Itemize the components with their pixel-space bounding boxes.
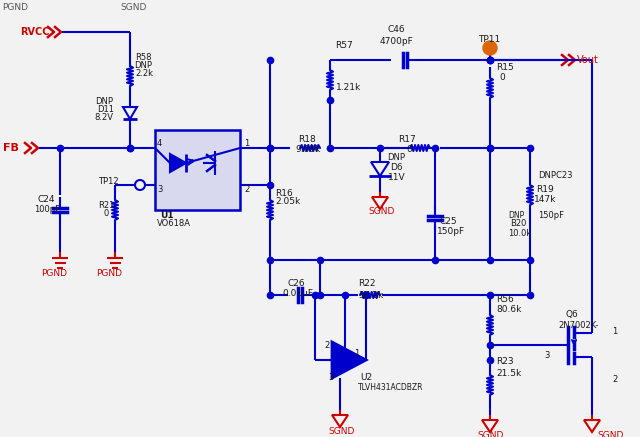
Text: U1: U1 — [160, 211, 173, 219]
Text: C24: C24 — [38, 195, 56, 205]
Text: C26: C26 — [288, 280, 306, 288]
Text: 1: 1 — [354, 350, 359, 358]
Text: C25: C25 — [440, 218, 458, 226]
Text: TLVH431ACDBZR: TLVH431ACDBZR — [358, 382, 424, 392]
Polygon shape — [170, 154, 186, 172]
Text: 2N7002K-: 2N7002K- — [558, 320, 598, 329]
Text: DNP: DNP — [387, 153, 405, 163]
Text: 2: 2 — [612, 375, 617, 385]
Text: R56: R56 — [496, 295, 514, 305]
Text: 80.6k: 80.6k — [496, 305, 522, 315]
Text: 0: 0 — [104, 208, 109, 218]
Text: 100pF: 100pF — [34, 205, 60, 214]
Text: R18: R18 — [298, 135, 316, 145]
Text: DNP: DNP — [134, 62, 152, 70]
Text: R15: R15 — [496, 63, 514, 73]
Text: 3: 3 — [544, 350, 549, 360]
Text: SGND: SGND — [597, 430, 623, 437]
Text: 0: 0 — [499, 73, 505, 81]
Text: 147k: 147k — [534, 195, 556, 205]
Text: SGND: SGND — [120, 3, 147, 13]
Text: TP12: TP12 — [98, 177, 118, 185]
Text: SGND: SGND — [477, 430, 504, 437]
Text: 4: 4 — [157, 139, 163, 148]
Text: R21: R21 — [98, 201, 115, 209]
Text: RVCC: RVCC — [20, 27, 49, 37]
Text: 33.2k: 33.2k — [358, 291, 383, 299]
Text: TP11: TP11 — [478, 35, 500, 45]
Text: 1: 1 — [612, 327, 617, 336]
Text: DNP: DNP — [508, 211, 524, 219]
Text: SGND: SGND — [328, 427, 355, 437]
Text: PGND: PGND — [2, 3, 28, 13]
Text: R16: R16 — [275, 188, 292, 198]
Bar — [155, 130, 240, 210]
Text: DNPC23: DNPC23 — [538, 170, 573, 180]
Text: 2.2k: 2.2k — [135, 69, 153, 79]
Text: 2: 2 — [244, 185, 249, 194]
Text: 0.01uF: 0.01uF — [282, 289, 313, 298]
Text: 11V: 11V — [388, 173, 406, 181]
Text: D6: D6 — [390, 163, 403, 171]
Text: Q6: Q6 — [565, 311, 578, 319]
Text: 2.05k: 2.05k — [275, 198, 300, 207]
Text: 2: 2 — [324, 341, 329, 350]
Text: C46: C46 — [388, 25, 406, 35]
Text: 3: 3 — [328, 374, 333, 382]
Text: R23: R23 — [496, 357, 514, 367]
Text: 3: 3 — [157, 185, 163, 194]
Text: 21.5k: 21.5k — [496, 368, 521, 378]
Text: Vout: Vout — [577, 55, 599, 65]
Text: U2: U2 — [360, 374, 372, 382]
Text: FB: FB — [3, 143, 19, 153]
Text: 1: 1 — [244, 139, 249, 148]
Text: 4700pF: 4700pF — [380, 38, 413, 46]
Text: R22: R22 — [358, 280, 376, 288]
Text: 150pF: 150pF — [538, 211, 564, 219]
Text: R19: R19 — [536, 185, 554, 194]
Text: 8.2V: 8.2V — [94, 114, 113, 122]
Text: 150pF: 150pF — [437, 228, 465, 236]
Text: R58: R58 — [135, 53, 152, 62]
Text: 9.09k: 9.09k — [295, 146, 321, 155]
Text: VO618A: VO618A — [157, 218, 191, 228]
Polygon shape — [332, 342, 366, 378]
Text: R17: R17 — [398, 135, 416, 145]
Text: 0: 0 — [406, 146, 412, 155]
Text: PGND: PGND — [41, 268, 67, 277]
Text: SGND: SGND — [368, 208, 394, 216]
Text: 10.0k: 10.0k — [508, 229, 531, 237]
Circle shape — [483, 41, 497, 55]
Text: B20: B20 — [510, 219, 526, 229]
Text: D11: D11 — [97, 105, 114, 114]
Text: PGND: PGND — [96, 268, 122, 277]
Text: R57: R57 — [335, 41, 353, 49]
Text: DNP: DNP — [95, 97, 113, 107]
Text: 1.21k: 1.21k — [336, 83, 361, 93]
